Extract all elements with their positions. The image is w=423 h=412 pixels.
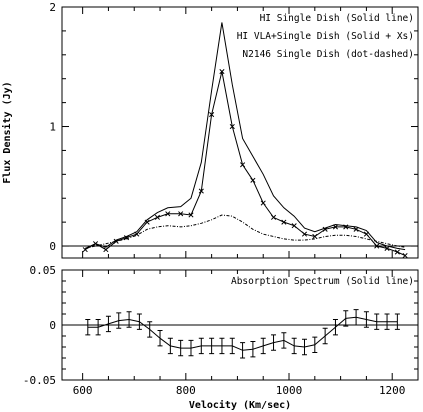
flux-x-marker	[144, 219, 150, 225]
flux-legend-entry-3: N2146 Single Dish (dot-dashed)	[242, 49, 414, 60]
flux-x-marker	[384, 245, 390, 251]
absorption-error-bar	[384, 313, 390, 330]
flux-panel: 0 1 2 Flux Density (Jy) HI Single Dish (Soli…	[1, 1, 419, 259]
absorption-x-tick-label: 800	[176, 384, 196, 397]
flux-x-marker	[402, 253, 408, 259]
flux-y-tick-label: 2	[49, 1, 56, 14]
flux-x-marker	[154, 214, 161, 220]
absorption-x-tick-label: 1000	[276, 384, 303, 397]
flux-legend-entry-1: HI Single Dish (Solid line)	[260, 13, 414, 24]
absorption-error-bar	[95, 319, 101, 336]
flux-x-marker	[188, 212, 194, 218]
flux-y-tick-label: 1	[49, 121, 56, 134]
absorption-error-bar	[271, 334, 277, 351]
absorption-panel: 600 800 1000 1200 -0.05 0 0.05 Velocity (Km/sec…	[23, 264, 419, 411]
absorption-error-bar	[394, 313, 400, 330]
flux-x-marker	[343, 224, 349, 230]
absorption-legend-entry-1: Absorption Spectrum (Solid line)	[231, 276, 414, 287]
absorption-error-bar	[343, 310, 349, 327]
absorption-error-bar	[250, 341, 256, 358]
absorption-error-bar	[178, 339, 184, 357]
flux-x-marker	[363, 231, 369, 237]
flux-x-marker	[353, 226, 359, 232]
flux-x-marker	[178, 211, 184, 217]
absorption-error-bar	[209, 337, 215, 355]
absorption-error-bar	[301, 338, 307, 356]
flux-x-marker	[281, 219, 287, 225]
absorption-error-bar	[85, 319, 91, 336]
absorption-error-bar	[167, 337, 173, 355]
absorption-error-bar	[374, 313, 380, 330]
flux-x-marker	[198, 188, 204, 194]
flux-x-marker	[374, 243, 380, 249]
absorption-error-bar	[147, 321, 153, 338]
flux-x-marker	[123, 235, 130, 241]
absorption-error-bar	[116, 312, 122, 329]
absorption-error-bar	[240, 342, 246, 359]
flux-x-marker	[322, 226, 328, 232]
absorption-y-tick-label: 0.05	[30, 264, 57, 277]
absorption-y-tick-label: 0	[49, 319, 56, 332]
flux-x-marker	[260, 200, 266, 206]
flux-x-marker	[229, 123, 235, 130]
absorption-x-axis-label: Velocity (Km/sec)	[189, 399, 291, 411]
flux-x-marker	[92, 241, 99, 247]
flux-x-marker	[219, 68, 225, 75]
absorption-error-bar	[322, 327, 328, 345]
absorption-error-bar	[312, 336, 318, 353]
flux-x-marker	[332, 224, 339, 230]
flux-series-line-1	[84, 22, 406, 251]
flux-x-marker	[394, 249, 400, 255]
absorption-error-bar	[105, 315, 111, 333]
absorption-error-bar	[219, 337, 225, 355]
flux-x-marker	[250, 177, 256, 183]
flux-x-marker	[165, 211, 171, 217]
absorption-x-tick-label: 600	[73, 384, 93, 397]
absorption-error-bar	[229, 337, 235, 355]
absorption-error-bar	[281, 332, 287, 349]
absorption-error-bar	[136, 313, 142, 330]
flux-x-marker	[113, 238, 119, 244]
absorption-error-bar	[126, 311, 132, 328]
flux-legend-entry-2: HI VLA+Single Dish (Solid + Xs)	[237, 31, 414, 42]
flux-y-axis-label: Flux Density (Jy)	[1, 81, 13, 183]
absorption-error-bar	[157, 330, 163, 347]
flux-y-tick-label: 0	[49, 240, 56, 253]
absorption-error-bar	[332, 319, 338, 336]
flux-x-marker	[270, 214, 277, 220]
absorption-error-bar	[353, 309, 359, 326]
flux-x-marker	[209, 112, 215, 118]
absorption-error-bar	[188, 339, 194, 357]
flux-x-marker	[240, 162, 246, 168]
absorption-error-bar	[291, 337, 297, 355]
flux-plot-frame	[61, 6, 419, 259]
absorption-error-bar	[260, 337, 266, 355]
absorption-error-bar	[363, 311, 369, 328]
flux-x-marker	[291, 223, 297, 229]
absorption-x-tick-label: 1200	[379, 384, 406, 397]
flux-x-marker	[103, 247, 109, 253]
absorption-y-tick-label: -0.05	[23, 374, 56, 387]
flux-x-marker	[301, 231, 308, 237]
flux-x-marker	[312, 233, 318, 240]
absorption-error-bar	[198, 337, 204, 355]
flux-series-line-3	[85, 214, 406, 249]
